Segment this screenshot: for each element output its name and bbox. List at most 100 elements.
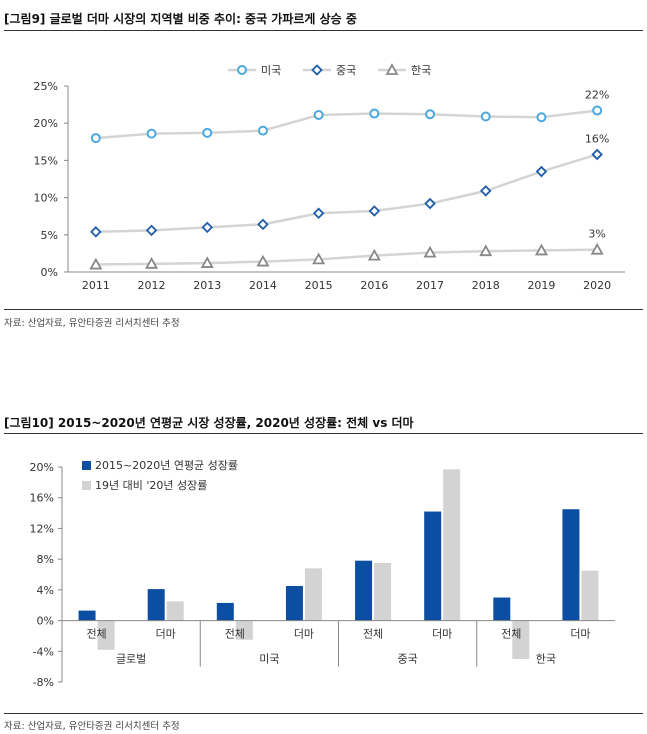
y-tick-label: -8% (33, 676, 54, 689)
data-point-marker (480, 111, 491, 122)
y-tick-label: 4% (37, 584, 54, 597)
category-label: 더마 (294, 628, 314, 641)
y-tick-label: 12% (30, 522, 54, 535)
figure1-top-rule (4, 30, 643, 31)
x-tick-label: 2019 (527, 279, 555, 292)
y-tick-label: 0% (41, 266, 58, 279)
data-point-marker (313, 110, 324, 121)
data-point-marker (90, 133, 101, 144)
data-point-marker (90, 226, 102, 238)
x-tick-label: 2018 (472, 279, 500, 292)
y-tick-label: 10% (34, 192, 58, 205)
data-point-marker (424, 197, 436, 210)
bar (424, 511, 442, 621)
data-point-marker (590, 242, 604, 255)
bar (285, 586, 303, 621)
figure2-source: 자료: 산업자료, 유안타증권 리서치센터 추정 (4, 721, 180, 732)
bar (97, 620, 115, 650)
end-data-label: 16% (585, 132, 609, 145)
bar (78, 610, 96, 621)
data-point-marker (200, 256, 214, 268)
data-point-marker (145, 256, 159, 269)
y-tick-label: 16% (30, 492, 54, 505)
data-point-marker (146, 128, 157, 139)
x-tick-label: 2020 (583, 279, 611, 292)
legend-swatch (82, 461, 91, 470)
y-tick-label: 20% (30, 461, 54, 474)
data-point-marker (479, 244, 493, 257)
legend-label: 한국 (411, 64, 431, 77)
series-line (95, 153, 598, 234)
data-point-marker (312, 207, 325, 219)
x-tick-label: 2014 (249, 279, 277, 292)
bar (581, 570, 599, 621)
data-point-marker (536, 112, 547, 123)
category-label: 더마 (432, 628, 452, 641)
line-chart: 0% 5% 10% 15% 20% 25% 2011 2012 2013 2014 2015 2016… (34, 63, 625, 292)
y-tick-label: 25% (34, 80, 58, 93)
data-point-marker (369, 108, 380, 119)
legend-label: 19년 대비 '20년 성장률 (95, 479, 207, 492)
data-point-marker (311, 64, 323, 76)
data-point-marker (367, 248, 381, 261)
category-label: 전체 (363, 628, 383, 641)
category-label: 전체 (225, 628, 245, 641)
legend-label: 미국 (261, 64, 281, 77)
bar (355, 560, 373, 621)
figure1-bottom-rule (4, 309, 643, 310)
category-label: 전체 (86, 628, 106, 641)
category-label: 더마 (570, 628, 590, 641)
series-line (95, 248, 598, 266)
group-label: 중국 (398, 653, 418, 666)
x-tick-label: 2012 (138, 279, 166, 292)
data-point-marker (256, 254, 270, 267)
data-point-marker (592, 105, 603, 116)
legend-label: 2015~2020년 연평균 성장률 (95, 459, 238, 472)
bar (147, 589, 165, 621)
bar (562, 509, 580, 621)
data-point-marker (534, 243, 548, 256)
end-data-label: 3% (588, 228, 605, 241)
data-point-marker (479, 185, 492, 197)
x-tick-label: 2013 (193, 279, 221, 292)
bar (493, 597, 511, 621)
category-label: 더마 (156, 628, 176, 641)
data-point-marker (423, 245, 437, 258)
group-label: 글로벌 (116, 653, 146, 666)
y-tick-label: -4% (33, 645, 54, 658)
x-tick-label: 2015 (305, 279, 333, 292)
bar (374, 562, 392, 621)
data-point-marker (535, 165, 548, 178)
data-point-marker (368, 205, 381, 217)
bar (443, 469, 461, 621)
end-data-label: 22% (585, 89, 609, 102)
figure1-title: [그림9] 글로벌 더마 시장의 지역별 비중 추이: 중국 가파르게 상승 중 (4, 12, 357, 26)
bar (235, 620, 253, 640)
data-point-marker (591, 148, 603, 161)
y-tick-label: 15% (34, 154, 58, 167)
figure2-top-rule (4, 433, 643, 434)
x-tick-label: 2011 (82, 279, 110, 292)
bar (216, 602, 234, 621)
y-tick-label: 8% (37, 553, 54, 566)
x-tick-label: 2017 (416, 279, 444, 292)
bar (304, 568, 322, 621)
data-point-marker (385, 63, 399, 75)
y-tick-label: 0% (37, 615, 54, 628)
data-point-marker (257, 125, 268, 136)
legend-swatch (82, 481, 91, 490)
bar (512, 620, 530, 659)
data-point-marker (145, 224, 158, 237)
category-label: 전체 (501, 628, 521, 641)
data-point-marker (312, 252, 326, 265)
group-label: 한국 (536, 653, 556, 666)
figure2-title: [그림10] 2015~2020년 연평균 시장 성장률, 2020년 성장률:… (4, 416, 414, 430)
data-point-marker (89, 257, 103, 270)
x-tick-label: 2016 (360, 279, 388, 292)
figure1-source: 자료: 산업자료, 유안타증권 리서치센터 추정 (4, 318, 180, 329)
y-tick-label: 20% (34, 117, 58, 130)
series-line (95, 109, 598, 140)
y-tick-label: 5% (41, 229, 58, 242)
data-point-marker (425, 109, 436, 120)
